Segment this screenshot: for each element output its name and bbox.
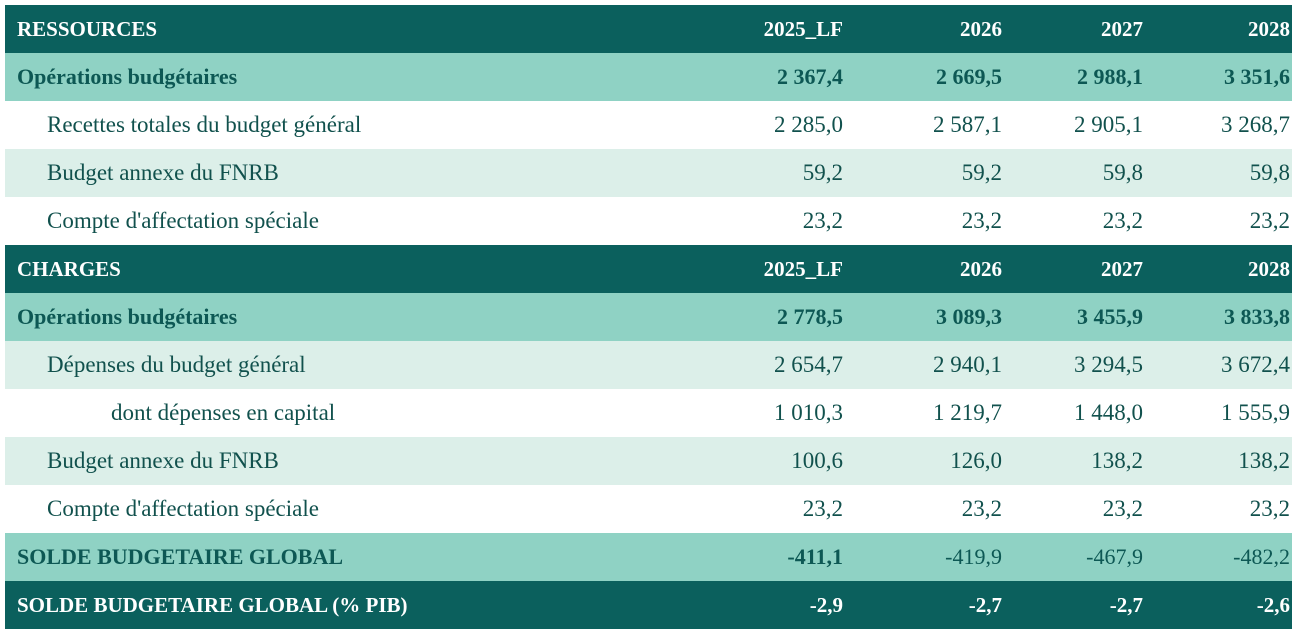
row-label: Recettes totales du budget général <box>47 112 362 137</box>
value-cell: 2026 <box>960 257 1002 281</box>
value-cell: 2 587,1 <box>933 112 1002 137</box>
table-row: Recettes totales du budget général 2 285,… <box>5 101 1292 149</box>
value-cell: 2027 <box>1101 257 1143 281</box>
value-cell: 59,2 <box>961 160 1002 185</box>
row-label: CHARGES <box>17 257 121 281</box>
value-cell: 23,2 <box>802 496 843 521</box>
value-cell: 2026 <box>960 17 1002 41</box>
row-label: Opérations budgétaires <box>17 64 238 89</box>
value-cell: 23,2 <box>961 496 1002 521</box>
value-cell: 2 778,5 <box>777 304 843 329</box>
table-row: RESSOURCES 2025_LF 2026 2027 2028 <box>5 5 1292 53</box>
value-cell: 126,0 <box>950 448 1002 473</box>
value-cell: 59,8 <box>1102 160 1143 185</box>
value-cell: 138,2 <box>1238 448 1290 473</box>
value-cell: 2 669,5 <box>936 64 1002 89</box>
value-cell: 2028 <box>1248 257 1290 281</box>
value-cell: 2025_LF <box>763 257 843 281</box>
table-row: dont dépenses en capital 1 010,3 1 219,7 1 … <box>5 389 1292 437</box>
row-label: Budget annexe du FNRB <box>47 160 279 185</box>
value-cell: 2 988,1 <box>1077 64 1143 89</box>
value-cell: 1 219,7 <box>933 400 1002 425</box>
value-cell: 138,2 <box>1091 448 1143 473</box>
value-cell: 2 905,1 <box>1074 112 1143 137</box>
table-row: Compte d'affectation spéciale 23,2 23,2 23,… <box>5 485 1292 533</box>
table-row: CHARGES 2025_LF 2026 2027 2028 <box>5 245 1292 293</box>
table-row: Budget annexe du FNRB 100,6 126,0 138,2 138,… <box>5 437 1292 485</box>
table-row: Dépenses du budget général 2 654,7 2 940,1… <box>5 341 1292 389</box>
table-row: Budget annexe du FNRB 59,2 59,2 59,8 59,8 <box>5 149 1292 197</box>
row-label: SOLDE BUDGETAIRE GLOBAL <box>17 544 344 569</box>
table-row: Opérations budgétaires 2 778,5 3 089,3 3 45… <box>5 293 1292 341</box>
value-cell: 100,6 <box>791 448 843 473</box>
table-row: SOLDE BUDGETAIRE GLOBAL -411,1 -419,9 -467,… <box>5 533 1292 581</box>
row-label: dont dépenses en capital <box>111 400 336 425</box>
value-cell: 1 555,9 <box>1221 400 1290 425</box>
row-label: Dépenses du budget général <box>47 352 306 377</box>
value-cell: 3 455,9 <box>1077 304 1143 329</box>
row-label: Compte d'affectation spéciale <box>47 208 319 233</box>
table-row: Compte d'affectation spéciale 23,2 23,2 23,… <box>5 197 1292 245</box>
value-cell: 3 294,5 <box>1074 352 1143 377</box>
value-cell: -2,9 <box>809 593 843 617</box>
value-cell: 3 089,3 <box>936 304 1002 329</box>
value-cell: -467,9 <box>1086 544 1143 569</box>
value-cell: -411,1 <box>787 544 843 569</box>
value-cell: 2 285,0 <box>774 112 843 137</box>
table-row: SOLDE BUDGETAIRE GLOBAL (% PIB) -2,9 -2,7 -… <box>5 581 1292 629</box>
value-cell: -2,6 <box>1256 593 1290 617</box>
value-cell: 1 010,3 <box>774 400 843 425</box>
value-cell: 23,2 <box>1249 496 1290 521</box>
value-cell: 2 940,1 <box>933 352 1002 377</box>
value-cell: 3 833,8 <box>1224 304 1290 329</box>
value-cell: 59,8 <box>1249 160 1290 185</box>
value-cell: 2 654,7 <box>774 352 843 377</box>
value-cell: 23,2 <box>1102 496 1143 521</box>
value-cell: -482,2 <box>1233 544 1290 569</box>
value-cell: 2 367,4 <box>777 64 843 89</box>
value-cell: 23,2 <box>802 208 843 233</box>
value-cell: 23,2 <box>961 208 1002 233</box>
value-cell: -2,7 <box>1109 593 1143 617</box>
value-cell: 1 448,0 <box>1074 400 1143 425</box>
value-cell: 59,2 <box>802 160 843 185</box>
value-cell: 3 672,4 <box>1221 352 1290 377</box>
value-cell: 2027 <box>1101 17 1143 41</box>
value-cell: -419,9 <box>945 544 1002 569</box>
table-row: Opérations budgétaires 2 367,4 2 669,5 2 98… <box>5 53 1292 101</box>
value-cell: 23,2 <box>1249 208 1290 233</box>
value-cell: 2028 <box>1248 17 1290 41</box>
value-cell: -2,7 <box>968 593 1002 617</box>
row-label: Compte d'affectation spéciale <box>47 496 319 521</box>
row-label: SOLDE BUDGETAIRE GLOBAL (% PIB) <box>17 593 408 617</box>
value-cell: 3 268,7 <box>1221 112 1290 137</box>
row-label: Budget annexe du FNRB <box>47 448 279 473</box>
value-cell: 2025_LF <box>763 17 843 41</box>
value-cell: 3 351,6 <box>1224 64 1290 89</box>
row-label: Opérations budgétaires <box>17 304 238 329</box>
row-label: RESSOURCES <box>17 17 158 41</box>
value-cell: 23,2 <box>1102 208 1143 233</box>
